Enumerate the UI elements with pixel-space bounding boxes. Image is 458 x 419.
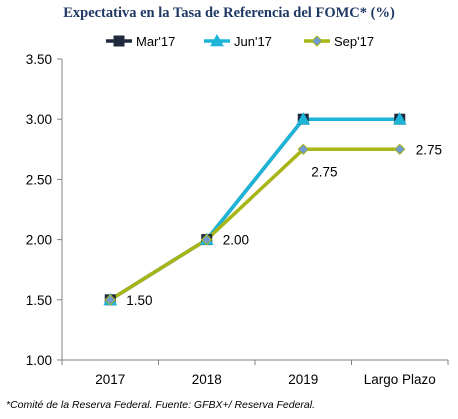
y-tick-label: 2.50 (26, 172, 52, 187)
series-3-point-diamond-marker (104, 294, 116, 306)
legend-label-3: Sep'17 (334, 34, 374, 49)
footnote: *Comité de la Reserva Federal. Fuente: G… (6, 399, 315, 411)
legend: Mar'17 Jun'17 Sep'17 (106, 33, 374, 49)
legend-2-triangle-marker (210, 33, 224, 47)
data-label: 1.50 (126, 293, 152, 308)
series-3-point-diamond-marker (297, 143, 309, 156)
x-tick-label: 2018 (192, 372, 222, 387)
series-markers (103, 112, 407, 306)
series-3-point-diamond-marker (394, 143, 406, 156)
data-label: 2.75 (416, 142, 442, 157)
series-2-point-triangle-marker (296, 112, 311, 125)
series-lines (109, 117, 400, 302)
y-tick-label: 1.50 (26, 293, 52, 308)
x-tick-label: 2017 (95, 372, 125, 387)
y-tick-label: 2.00 (26, 233, 52, 248)
legend-3-diamond-marker (311, 35, 323, 47)
x-tick-label: 2019 (288, 372, 318, 387)
x-tick-label: Largo Plazo (364, 372, 436, 387)
legend-1-square-marker (113, 35, 125, 47)
data-label: 2.00 (223, 233, 249, 248)
data-labels: 1.50 2.00 2.75 2.75 (126, 142, 442, 307)
y-tick-label: 3.50 (26, 52, 52, 67)
y-tick-label: 1.00 (26, 353, 52, 368)
series-line-3 (109, 147, 400, 302)
legend-label-2: Jun'17 (234, 34, 272, 49)
legend-label-1: Mar'17 (136, 34, 175, 49)
axes: 1.00 1.50 2.00 2.50 3.00 3.50 2017 2018 2019 Larg… (26, 52, 449, 387)
data-label: 2.75 (311, 164, 337, 179)
series-2-point-triangle-marker (392, 112, 407, 125)
series-3-point-diamond-marker (201, 233, 213, 246)
y-tick-label: 3.00 (26, 112, 52, 127)
chart-title: Expectativa en la Tasa de Referencia del… (63, 5, 395, 21)
